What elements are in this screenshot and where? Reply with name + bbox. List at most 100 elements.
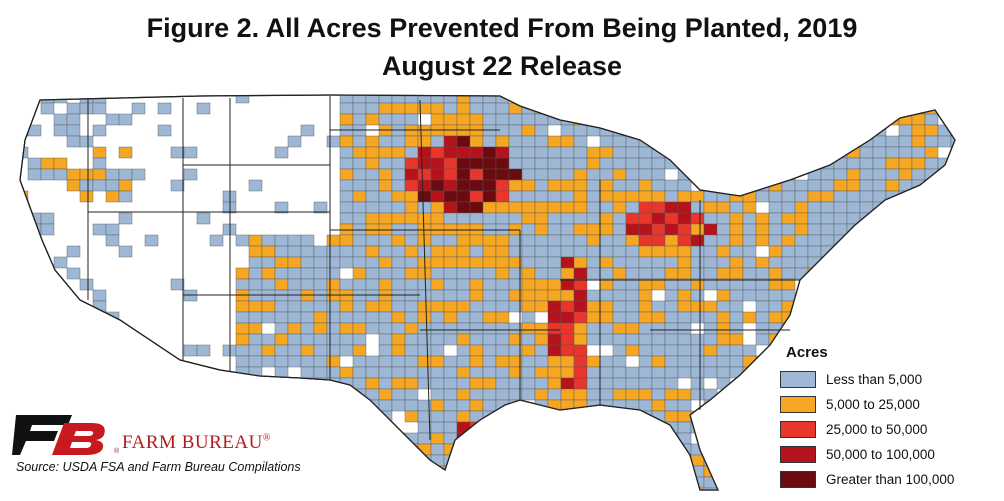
county-cell: [599, 168, 614, 181]
county-cell: [586, 289, 601, 302]
county-cell: [339, 476, 354, 489]
county-cell: [612, 465, 627, 478]
county-cell: [157, 388, 172, 401]
county-cell: [131, 102, 146, 115]
county-cell: [911, 95, 926, 104]
county-cell: [833, 300, 848, 313]
county-cell: [469, 278, 484, 291]
county-cell: [547, 95, 562, 104]
county-cell: [391, 333, 406, 346]
county-cell: [599, 487, 614, 490]
county-cell: [313, 245, 328, 258]
county-cell: [495, 454, 510, 467]
county-cell: [391, 454, 406, 467]
county-cell: [521, 432, 536, 445]
county-cell: [248, 344, 263, 357]
county-cell: [469, 476, 484, 489]
county-cell: [742, 421, 757, 434]
county-cell: [235, 399, 250, 412]
county-cell: [404, 168, 419, 181]
county-cell: [352, 267, 367, 280]
county-cell: [846, 102, 861, 115]
county-cell: [690, 311, 705, 324]
county-cell: [586, 300, 601, 313]
county-cell: [352, 344, 367, 357]
county-cell: [911, 223, 926, 236]
county-cell: [27, 157, 42, 170]
county-cell: [118, 113, 133, 126]
county-cell: [612, 289, 627, 302]
county-cell: [573, 432, 588, 445]
county-cell: [495, 432, 510, 445]
county-cell: [846, 190, 861, 203]
county-cell: [573, 201, 588, 214]
county-cell: [638, 135, 653, 148]
county-cell: [53, 95, 68, 104]
county-cell: [911, 168, 926, 181]
county-cell: [911, 256, 926, 269]
county-cell: [547, 366, 562, 379]
county-cell: [274, 256, 289, 269]
county-cell: [573, 487, 588, 490]
county-cell: [482, 289, 497, 302]
county-cell: [677, 289, 692, 302]
county-cell: [235, 234, 250, 247]
county-cell: [105, 179, 120, 192]
county-cell: [586, 443, 601, 456]
county-cell: [508, 146, 523, 159]
county-cell: [885, 322, 900, 335]
county-cell: [482, 135, 497, 148]
county-cell: [66, 135, 81, 148]
county-cell: [716, 300, 731, 313]
county-cell: [300, 399, 315, 412]
county-cell: [417, 300, 432, 313]
county-cell: [573, 355, 588, 368]
county-cell: [508, 465, 523, 478]
county-cell: [287, 410, 302, 423]
county-cell: [625, 487, 640, 490]
county-cell: [443, 256, 458, 269]
county-cell: [560, 168, 575, 181]
county-cell: [664, 388, 679, 401]
county-cell: [313, 487, 328, 490]
county-cell: [703, 388, 718, 401]
county-cell: [833, 168, 848, 181]
county-cell: [79, 344, 94, 357]
county-cell: [274, 311, 289, 324]
county-cell: [625, 311, 640, 324]
county-cell: [716, 410, 731, 423]
county-cell: [625, 146, 640, 159]
county-cell: [300, 377, 315, 390]
county-cell: [638, 388, 653, 401]
county-cell: [612, 432, 627, 445]
county-cell: [677, 399, 692, 412]
county-cell: [625, 113, 640, 126]
county-cell: [482, 487, 497, 490]
county-cell: [495, 201, 510, 214]
county-cell: [885, 289, 900, 302]
county-cell: [612, 311, 627, 324]
county-cell: [417, 168, 432, 181]
county-cell: [79, 95, 94, 104]
legend-swatch: [780, 421, 816, 438]
county-cell: [651, 487, 666, 490]
county-cell: [703, 223, 718, 236]
county-cell: [560, 201, 575, 214]
county-cell: [625, 201, 640, 214]
county-cell: [911, 289, 926, 302]
county-cell: [339, 311, 354, 324]
county-cell: [391, 157, 406, 170]
county-cell: [287, 476, 302, 489]
county-cell: [209, 234, 224, 247]
county-cell: [664, 113, 679, 126]
county-cell: [417, 355, 432, 368]
county-cell: [534, 333, 549, 346]
county-cell: [703, 410, 718, 423]
county-cell: [365, 234, 380, 247]
county-cell: [586, 421, 601, 434]
county-cell: [456, 146, 471, 159]
county-cell: [287, 234, 302, 247]
county-cell: [482, 432, 497, 445]
county-cell: [599, 278, 614, 291]
county-cell: [677, 223, 692, 236]
